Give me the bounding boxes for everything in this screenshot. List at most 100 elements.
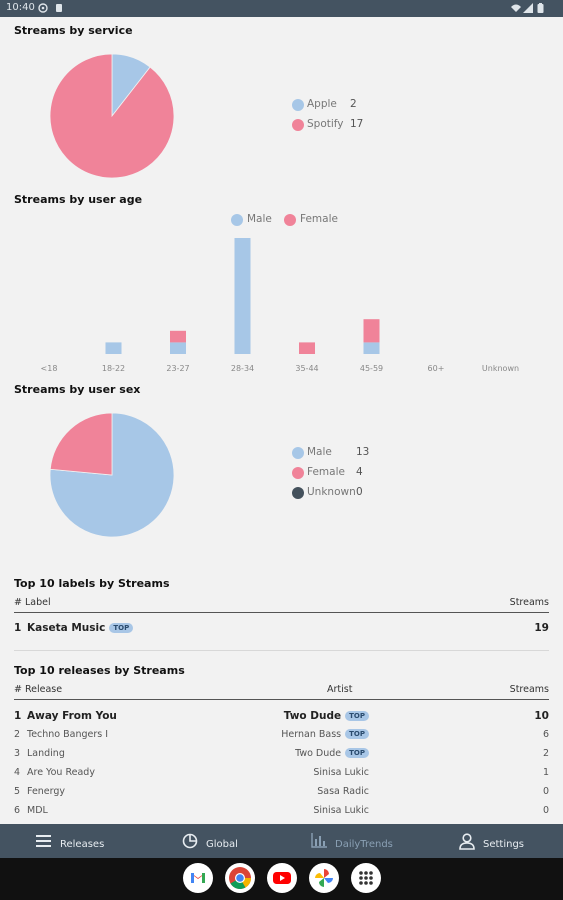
release-row[interactable]: 2 Techno Bangers I Hernan Bass TOP 6 (14, 727, 549, 745)
youtube-icon[interactable] (267, 863, 297, 893)
nav-releases-label: Releases (60, 839, 105, 850)
label-name-text: Kaseta Music (27, 622, 106, 634)
label-name: Kaseta Music TOP (27, 622, 134, 634)
release-artist-name: Two Dude (283, 710, 342, 722)
legend-label: Male (247, 213, 272, 225)
top-badge: TOP (345, 748, 369, 758)
release-name: Fenergy (27, 786, 66, 797)
list-icon (36, 835, 51, 847)
bar-female-23-27 (170, 330, 186, 343)
labels-table-header: # Label Streams (14, 597, 549, 613)
release-artist-name: Two Dude (295, 748, 342, 759)
age-legend-item: Female (284, 213, 344, 227)
bar-male-18-22 (105, 342, 122, 354)
chrome-icon[interactable] (225, 863, 255, 893)
status-time: 10:40 (6, 2, 35, 13)
release-artist: Two Dude TOP (194, 748, 369, 759)
photos-icon[interactable] (309, 863, 339, 893)
service-slice-spotify (50, 54, 175, 179)
legend-dot (231, 214, 243, 226)
label-rank: 1 (14, 622, 22, 634)
settings-notification-icon (38, 3, 48, 13)
signal-icon (523, 3, 533, 13)
service-legend-item: Spotify 17 (292, 117, 382, 133)
labels-col-label: # Label (14, 597, 51, 608)
release-row[interactable]: 3 Landing Two Dude TOP 2 (14, 746, 549, 764)
release-artist: Two Dude TOP (194, 710, 369, 722)
age-tick-label: <18 (41, 364, 58, 373)
android-dock (0, 858, 563, 900)
release-streams: 6 (542, 729, 549, 740)
daily-trends-content[interactable]: Streams by service Apple 2 Spotify 17 Strea… (0, 17, 563, 824)
legend-value: 4 (356, 466, 363, 478)
bar-chart-icon (311, 833, 327, 848)
release-row[interactable]: 6 MDL Sinisa Lukic 0 (14, 803, 549, 821)
release-artist: Sasa Radic (194, 786, 369, 797)
legend-label: Unknown (307, 486, 356, 498)
pie-chart-icon (182, 833, 198, 849)
releases-table-title: Top 10 releases by Streams (14, 664, 185, 677)
release-streams: 2 (542, 748, 549, 759)
release-artist-name: Hernan Bass (281, 729, 342, 740)
sex-legend-item: Female 4 (292, 465, 382, 481)
sex-legend-item: Unknown 0 (292, 485, 382, 501)
releases-table-header: # Release Artist Streams (14, 684, 549, 700)
release-row[interactable]: 5 Fenergy Sasa Radic 0 (14, 784, 549, 802)
apps-grid-icon[interactable] (351, 863, 381, 893)
nav-releases[interactable]: Releases (36, 824, 126, 858)
nav-settings-label: Settings (483, 839, 525, 850)
nav-global-label: Global (206, 839, 238, 850)
release-streams: 10 (534, 710, 549, 722)
legend-value: 13 (356, 446, 370, 458)
label-streams: 19 (534, 622, 549, 634)
nav-settings[interactable]: Settings (459, 824, 539, 858)
top-badge: TOP (109, 623, 134, 633)
battery-icon (537, 3, 544, 13)
bar-female-45-59 (363, 319, 380, 343)
legend-dot (292, 487, 304, 499)
bar-male-23-27 (170, 342, 186, 354)
bar-male-28-34 (234, 238, 251, 354)
releases-col-artist: Artist (327, 684, 353, 695)
legend-dot (292, 447, 304, 459)
legend-value: 0 (356, 486, 363, 498)
nav-global[interactable]: Global (182, 824, 262, 858)
divider (14, 650, 549, 651)
releases-col-streams: Streams (509, 684, 549, 695)
release-name: Away From You (27, 710, 117, 722)
release-artist-name: Sinisa Lukic (313, 805, 369, 816)
legend-dot (292, 467, 304, 479)
legend-dot (292, 99, 304, 111)
release-streams: 0 (542, 786, 549, 797)
service-legend-item: Apple 2 (292, 97, 382, 113)
legend-dot (292, 119, 304, 131)
top-badge: TOP (345, 711, 369, 721)
release-artist-name: Sasa Radic (317, 786, 369, 797)
sim-notification-icon (56, 4, 62, 12)
sex-pie-chart (50, 413, 175, 538)
nav-daily-trends[interactable]: DailyTrends (311, 824, 411, 858)
release-row[interactable]: 4 Are You Ready Sinisa Lukic 1 (14, 765, 549, 783)
gmail-icon[interactable] (183, 863, 213, 893)
age-section-title: Streams by user age (14, 193, 143, 206)
release-artist-name: Sinisa Lukic (313, 767, 369, 778)
legend-label: Female (307, 466, 345, 478)
release-streams: 0 (542, 805, 549, 816)
nav-daily-trends-label: DailyTrends (335, 839, 393, 850)
release-rank: 2 (14, 729, 21, 740)
label-row[interactable]: 1 Kaseta Music TOP 19 (14, 620, 549, 638)
release-name: MDL (27, 805, 48, 816)
sex-slice-female (50, 413, 113, 476)
wifi-icon (511, 4, 521, 12)
service-section-title: Streams by service (14, 24, 133, 37)
legend-dot (284, 214, 296, 226)
legend-label: Apple (307, 98, 337, 110)
age-tick-label: 35-44 (295, 364, 318, 373)
releases-col-release: # Release (14, 684, 63, 695)
sex-section-title: Streams by user sex (14, 383, 141, 396)
release-artist: Hernan Bass TOP (194, 729, 369, 740)
release-name: Techno Bangers I (27, 729, 109, 740)
legend-label: Male (307, 446, 332, 458)
labels-table-title: Top 10 labels by Streams (14, 577, 170, 590)
release-row[interactable]: 1 Away From You Two Dude TOP 10 (14, 708, 549, 726)
